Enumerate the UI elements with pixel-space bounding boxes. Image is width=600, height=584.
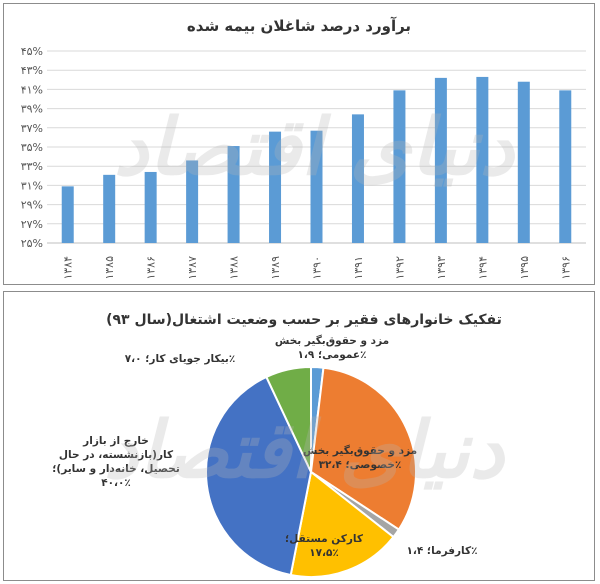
y-tick-label: ۳۷% <box>21 122 43 135</box>
x-tick-label: ۱۳۸۶ <box>145 256 158 280</box>
pie-chart-title: تفکیک خانوارهای فقیر بر حسب وضعیت اشتغال… <box>106 312 502 328</box>
bar <box>559 90 572 243</box>
bar <box>103 174 116 243</box>
bar <box>351 114 364 243</box>
bar <box>186 160 199 243</box>
y-tick-label: ۴۱% <box>21 83 43 96</box>
pie-slice-label-line: ۱۷،۵٪ <box>309 547 339 559</box>
y-tick-label: ۴۵% <box>21 45 43 58</box>
bar <box>476 76 489 243</box>
bar <box>434 77 447 243</box>
pie-chart: تفکیک خانوارهای فقیر بر حسب وضعیت اشتغال… <box>52 312 507 578</box>
pie-slice-label: بیکار جویای کار؛ ۷،۰٪ <box>125 353 235 365</box>
bar-chart-panel: برآورد درصد شاغلان بیمه شده ۲۵% ۲۷% ۲۹% ۳۱%… <box>3 3 595 285</box>
bar <box>393 90 406 243</box>
pie-slice <box>289 470 395 578</box>
y-tick-label: ۲۵% <box>21 237 43 250</box>
x-tick-label: ۱۳۸۸ <box>228 256 241 280</box>
watermark-logo: دنیای اقتصاد <box>104 406 507 496</box>
y-tick-label: ۲۹% <box>21 199 43 212</box>
x-tick-label: ۱۳۹۱ <box>352 256 365 280</box>
x-tick-label: ۱۳۸۷ <box>186 256 199 280</box>
pie-slice <box>265 365 312 473</box>
x-tick-label: ۱۳۹۴ <box>476 256 489 280</box>
pie-slice-label-line: خارج از بازار <box>82 435 149 447</box>
pie-slice <box>205 375 313 577</box>
pie-chart-panel: تفکیک خانوارهای فقیر بر حسب وضعیت اشتغال… <box>3 291 595 581</box>
pie-slice-label-line: تحصیل، خانه‌دار و سایر)؛ <box>52 463 180 475</box>
bar-chart: برآورد درصد شاغلان بیمه شده ۲۵% ۲۷% ۲۹% ۳۱%… <box>21 17 586 280</box>
pie-slice-label: مزد و حقوق‌بگیر بخش عمومی؛ ۱،۹٪ <box>275 334 389 361</box>
y-tick-label: ۲۷% <box>21 218 43 231</box>
pie-slice-label-line: مزد و حقوق‌بگیر بخش <box>275 334 389 347</box>
pie-slice-label-line: ۴۰،۰٪ <box>101 477 131 489</box>
y-tick-label: ۳۱% <box>21 179 43 192</box>
x-tick-label: ۱۳۹۰ <box>311 256 324 280</box>
pie-slice-label-line: بیکار جویای کار؛ ۷،۰٪ <box>125 353 235 365</box>
y-tick-label: ۳۵% <box>21 141 43 154</box>
pie-slice-label: مزد و حقوق‌بگیر بخش خصوصی؛ ۳۲،۴٪ <box>303 444 417 471</box>
bar <box>227 146 240 243</box>
pie-slice-label-line: کارفرما؛ ۱،۴٪ <box>406 545 477 557</box>
x-tick-label: ۱۳۹۶ <box>559 256 572 280</box>
pie-slice-label-line: خصوصی؛ ۳۲،۴٪ <box>319 459 402 471</box>
bar <box>144 171 157 243</box>
x-tick-label: ۱۳۸۴ <box>62 256 75 280</box>
bar <box>517 81 530 243</box>
pie-slice-label: کارکن مستقل؛ ۱۷،۵٪ <box>285 533 364 559</box>
x-tick-label: ۱۳۹۳ <box>435 256 448 280</box>
bar <box>61 186 74 243</box>
y-tick-label: ۳۹% <box>21 103 43 116</box>
x-tick-label: ۱۳۹۲ <box>393 256 406 280</box>
pie-slice-label-line: عمومی؛ ۱،۹٪ <box>297 349 366 361</box>
pie-slice-label-line: مزد و حقوق‌بگیر بخش <box>303 444 417 457</box>
pie-slice-label: خارج از بازار کار(بازنشسته، در حال تحصیل، … <box>52 435 180 489</box>
bar <box>310 130 323 243</box>
y-tick-label: ۳۳% <box>21 160 43 173</box>
pie-slice-label-line: کار(بازنشسته، در حال <box>59 449 174 461</box>
x-tick-label: ۱۳۸۹ <box>269 256 282 280</box>
x-tick-label: ۱۳۹۵ <box>518 256 531 280</box>
y-tick-label: ۴۳% <box>21 64 43 77</box>
x-tick-label: ۱۳۸۵ <box>103 256 116 280</box>
pie-slice-label: کارفرما؛ ۱،۴٪ <box>406 545 477 557</box>
watermark-logo: دنیای اقتصاد <box>114 103 517 193</box>
bar <box>269 131 282 243</box>
pie-slice-label-line: کارکن مستقل؛ <box>285 533 364 545</box>
bar-chart-title: برآورد درصد شاغلان بیمه شده <box>187 17 411 35</box>
